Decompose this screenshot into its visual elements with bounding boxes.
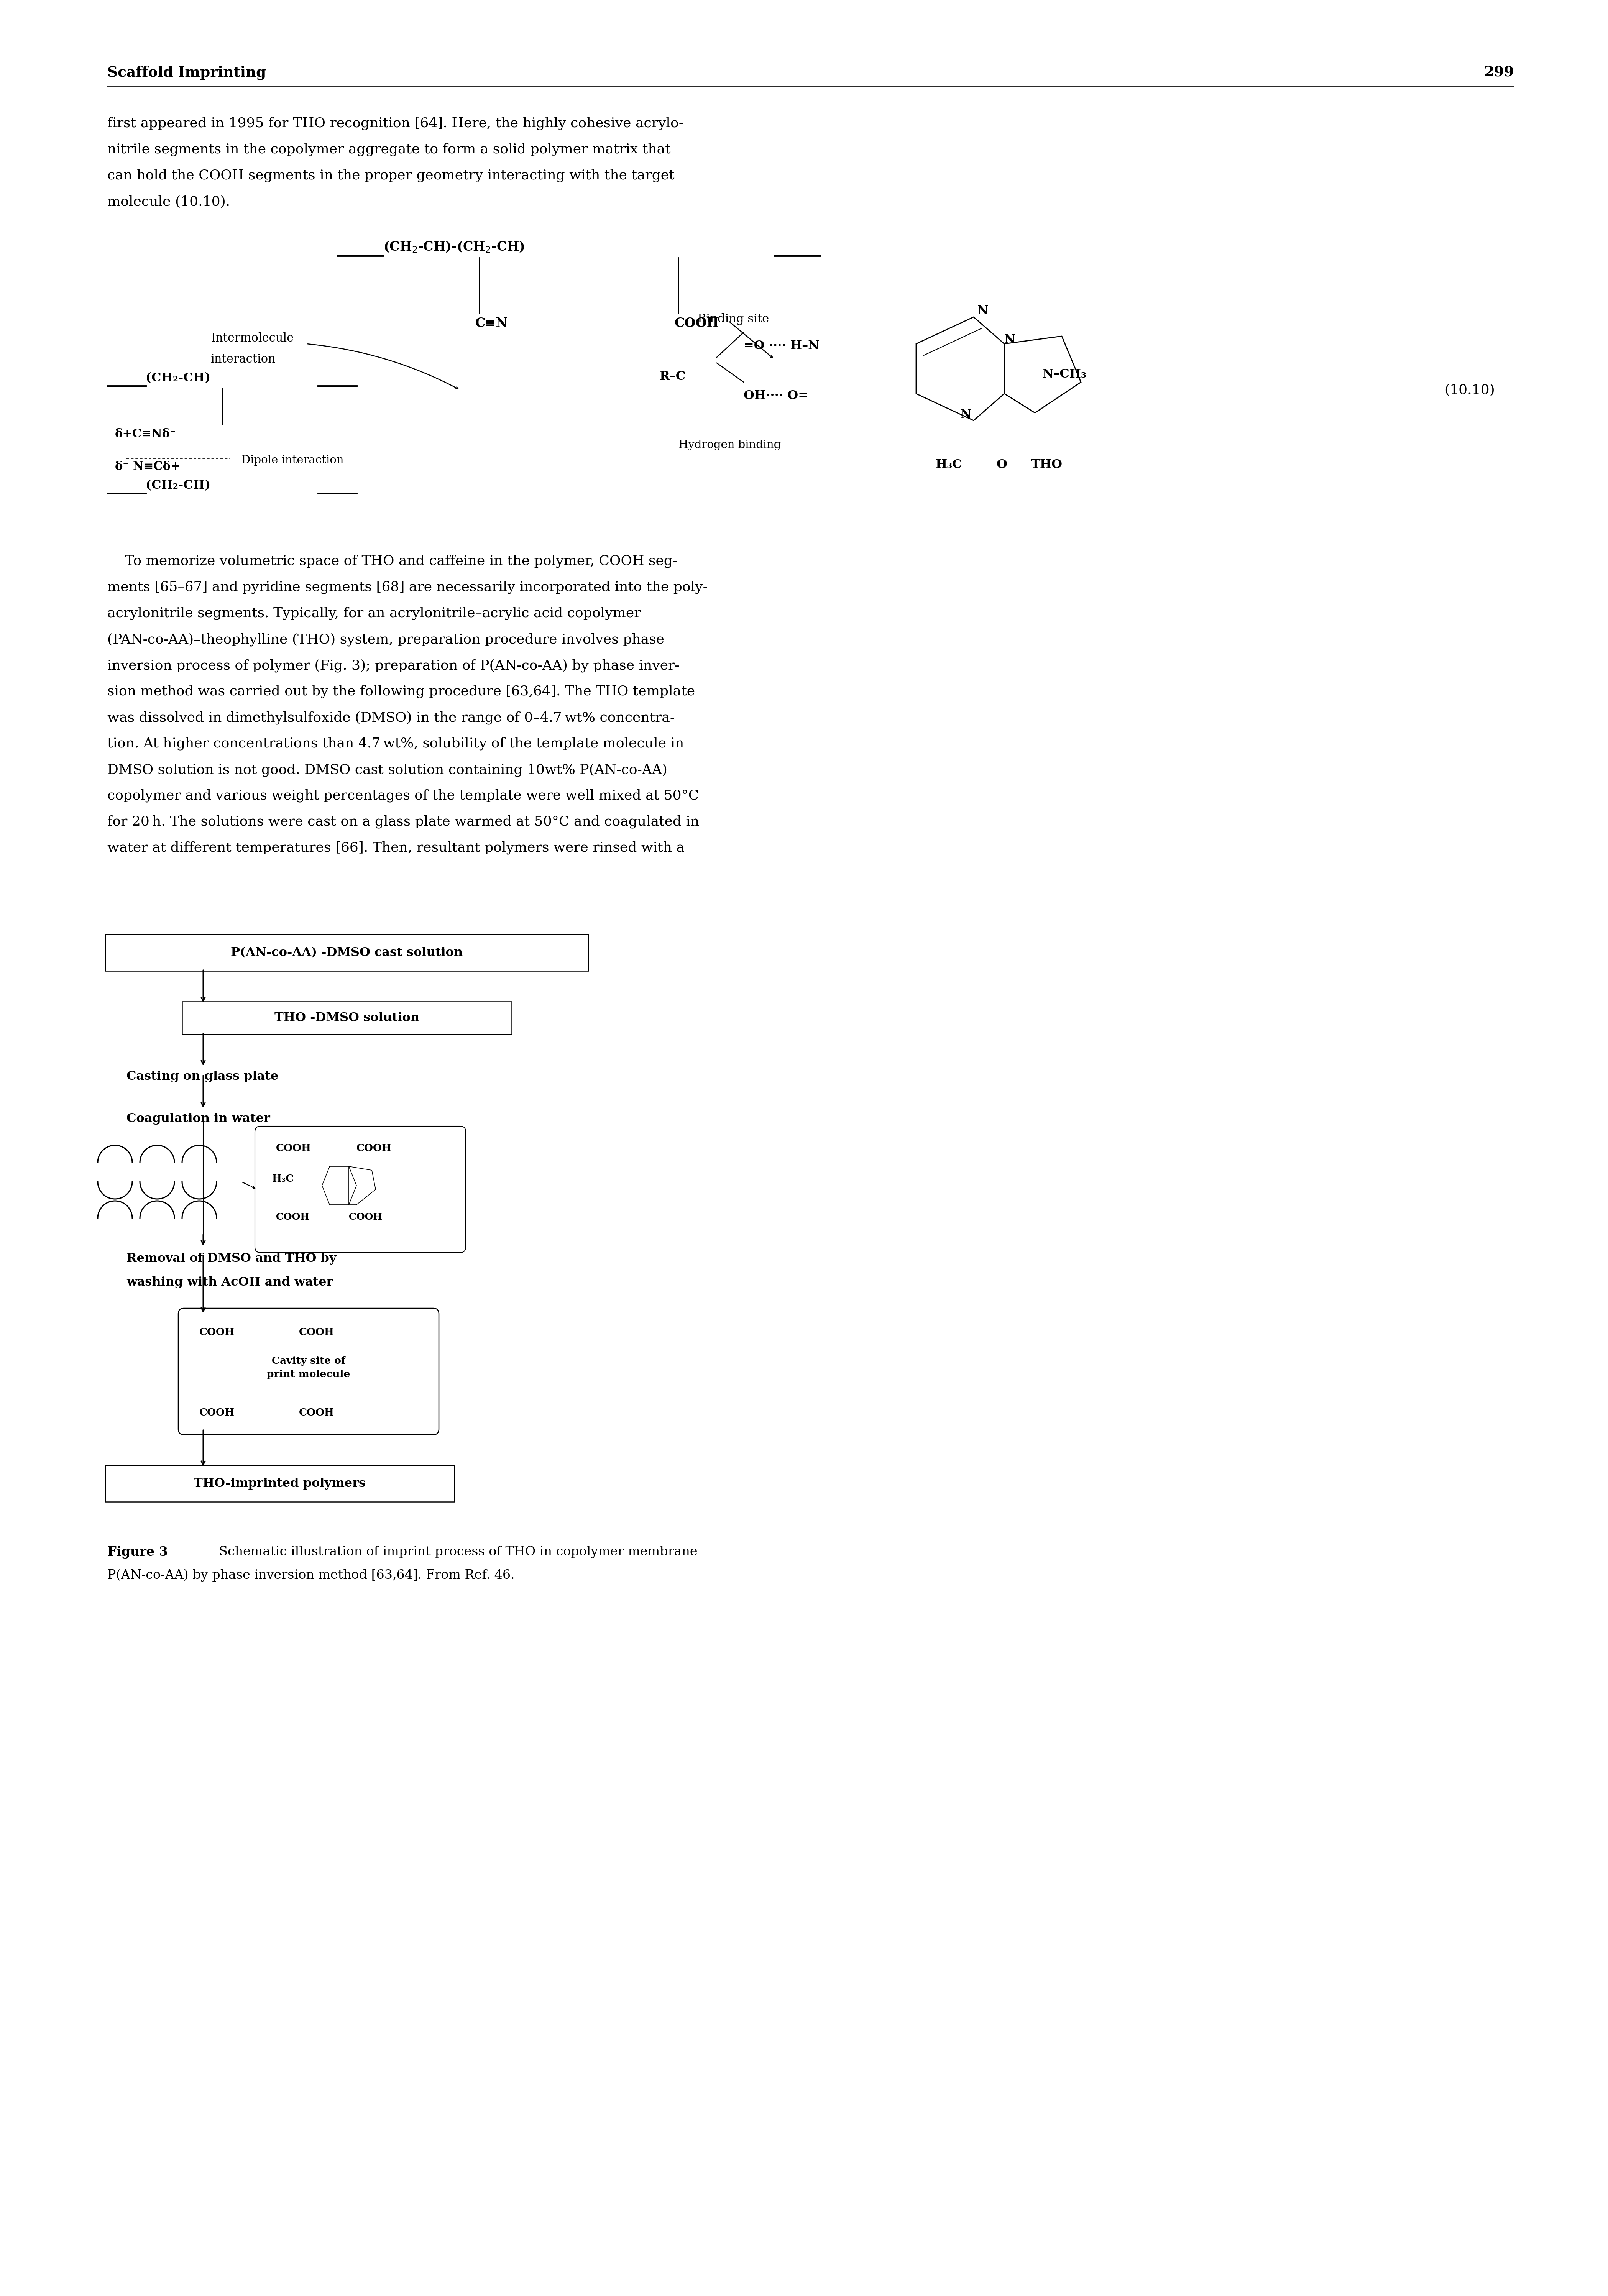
Text: H₃C: H₃C [936,459,962,471]
Text: H₃C: H₃C [272,1173,294,1185]
Text: =O ···· H–N: =O ···· H–N [743,340,820,351]
Text: Binding site: Binding site [698,312,769,326]
Text: interaction: interaction [211,354,277,365]
Text: inversion process of polymer (Fig. 3); preparation of P(AN-co-AA) by phase inver: inversion process of polymer (Fig. 3); p… [108,659,680,673]
Text: δ+C≡Nδ⁻: δ+C≡Nδ⁻ [116,427,177,441]
Text: COOH: COOH [199,1327,235,1336]
Text: Figure 3: Figure 3 [108,1545,167,1559]
Text: Coagulation in water: Coagulation in water [127,1114,270,1125]
Text: molecule (10.10).: molecule (10.10). [108,195,230,209]
Text: N: N [960,409,971,420]
Text: COOH: COOH [277,1143,312,1153]
Text: tion. At higher concentrations than 4.7 wt%, solubility of the template molecule: tion. At higher concentrations than 4.7 … [108,737,683,751]
Text: for 20 h. The solutions were cast on a glass plate warmed at 50°C and coagulated: for 20 h. The solutions were cast on a g… [108,815,699,829]
Text: N: N [978,305,989,317]
Text: COOH: COOH [349,1212,383,1221]
Text: (CH$_2$-CH)-(CH$_2$-CH): (CH$_2$-CH)-(CH$_2$-CH) [383,241,524,255]
Text: Intermolecule: Intermolecule [211,333,294,344]
Text: can hold the COOH segments in the proper geometry interacting with the target: can hold the COOH segments in the proper… [108,170,674,181]
Text: (10.10): (10.10) [1444,383,1495,397]
Text: COOH: COOH [357,1143,392,1153]
Text: first appeared in 1995 for THO recognition [64]. Here, the highly cohesive acryl: first appeared in 1995 for THO recogniti… [108,117,683,131]
Text: Schematic illustration of imprint process of THO in copolymer membrane: Schematic illustration of imprint proces… [211,1545,698,1559]
Text: COOH: COOH [299,1327,334,1336]
Text: water at different temperatures [66]. Then, resultant polymers were rinsed with : water at different temperatures [66]. Th… [108,840,685,854]
Text: (CH₂-CH): (CH₂-CH) [146,372,211,383]
Text: nitrile segments in the copolymer aggregate to form a solid polymer matrix that: nitrile segments in the copolymer aggreg… [108,142,671,156]
Text: COOH: COOH [675,317,719,331]
Text: P(AN-co-AA) -DMSO cast solution: P(AN-co-AA) -DMSO cast solution [232,946,463,960]
Text: Removal of DMSO and THO by: Removal of DMSO and THO by [127,1254,336,1265]
Text: washing with AcOH and water: washing with AcOH and water [127,1277,333,1288]
Text: Scaffold Imprinting: Scaffold Imprinting [108,64,265,80]
Text: COOH: COOH [299,1407,334,1417]
Text: N–CH₃: N–CH₃ [1042,370,1087,381]
Text: δ⁻ N≡Cδ+: δ⁻ N≡Cδ+ [116,461,180,473]
Text: OH···· O=: OH···· O= [743,390,809,402]
Text: COOH: COOH [277,1212,309,1221]
FancyBboxPatch shape [256,1125,466,1254]
Text: acrylonitrile segments. Typically, for an acrylonitrile–acrylic acid copolymer: acrylonitrile segments. Typically, for a… [108,606,640,620]
Text: 299: 299 [1484,64,1515,80]
FancyBboxPatch shape [106,934,589,971]
Text: THO-imprinted polymers: THO-imprinted polymers [193,1479,367,1490]
Text: THO: THO [1031,459,1063,471]
Text: Hydrogen binding: Hydrogen binding [679,439,781,450]
Text: copolymer and various weight percentages of the template were well mixed at 50°C: copolymer and various weight percentages… [108,790,699,801]
Text: (CH₂-CH): (CH₂-CH) [146,480,211,491]
Text: Dipole interaction: Dipole interaction [241,455,344,466]
Text: O: O [997,459,1007,471]
Text: THO -DMSO solution: THO -DMSO solution [275,1013,420,1024]
FancyBboxPatch shape [182,1001,511,1033]
Text: Cavity site of
print molecule: Cavity site of print molecule [267,1357,351,1380]
Text: To memorize volumetric space of THO and caffeine in the polymer, COOH seg-: To memorize volumetric space of THO and … [108,556,677,567]
FancyBboxPatch shape [178,1309,439,1435]
Text: DMSO solution is not good. DMSO cast solution containing 10wt% P(AN-co-AA): DMSO solution is not good. DMSO cast sol… [108,762,667,776]
Text: C≡N: C≡N [476,317,508,331]
Text: ments [65–67] and pyridine segments [68] are necessarily incorporated into the p: ments [65–67] and pyridine segments [68]… [108,581,708,595]
Text: N: N [1005,333,1015,347]
Text: (PAN-co-AA)–theophylline (THO) system, preparation procedure involves phase: (PAN-co-AA)–theophylline (THO) system, p… [108,634,664,645]
FancyBboxPatch shape [106,1465,453,1502]
Text: COOH: COOH [199,1407,235,1417]
Text: sion method was carried out by the following procedure [63,64]. The THO template: sion method was carried out by the follo… [108,684,695,698]
Text: P(AN-co-AA) by phase inversion method [63,64]. From Ref. 46.: P(AN-co-AA) by phase inversion method [6… [108,1568,515,1582]
Text: was dissolved in dimethylsulfoxide (DMSO) in the range of 0–4.7 wt% concentra-: was dissolved in dimethylsulfoxide (DMSO… [108,712,675,723]
Text: Casting on glass plate: Casting on glass plate [127,1070,278,1081]
Text: R–C: R–C [659,370,685,383]
